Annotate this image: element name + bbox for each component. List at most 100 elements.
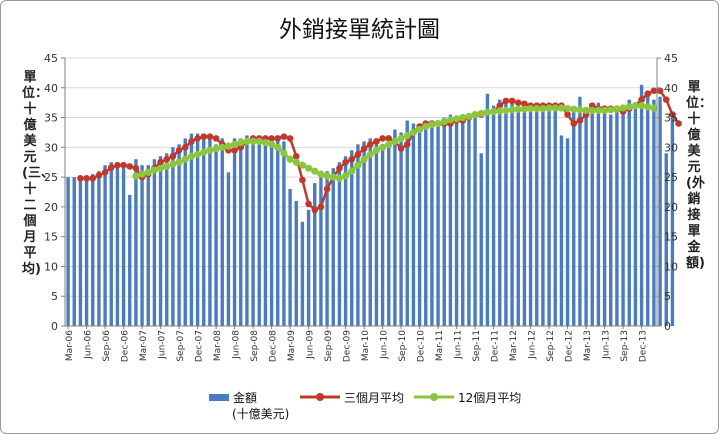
point [157,158,164,166]
point [471,110,479,119]
point [613,105,621,113]
point [280,133,288,140]
bar [343,156,348,326]
point [83,175,90,182]
bar [232,138,237,326]
x-tick-label: Jun-08 [232,330,242,360]
bar [633,102,638,327]
bar [226,172,231,326]
point [650,87,658,95]
bar [195,133,200,326]
bar [584,111,588,326]
point [231,147,238,154]
point [373,138,380,145]
bar [572,108,576,326]
x-tick-label: Sep-07 [176,330,186,362]
point [224,142,233,150]
y-tick-label: 0 [664,320,671,333]
point [335,174,344,182]
point [156,164,165,172]
point [637,102,646,110]
bar [528,105,533,327]
x-tick-label: Mar-10 [361,330,371,361]
point [150,166,159,174]
bar [442,117,446,326]
x-tick-label: Sep-10 [398,330,408,362]
point [317,203,325,211]
bar [510,102,514,327]
bar [467,117,471,326]
point [230,140,239,148]
point [508,97,516,105]
point [342,158,349,166]
point [372,146,381,154]
legend-bar-label: 金額 [233,391,258,405]
bar [522,105,527,327]
legend-avg12-marker [430,393,438,401]
point [354,161,362,169]
y-axis-label-right: 單位：十億美元(外銷接單金額) [686,80,713,271]
point [397,134,405,142]
x-tick-label: Sep-11 [472,330,482,362]
bar [535,105,539,327]
point [526,105,535,113]
point [428,121,436,129]
bar [393,129,397,326]
point [292,158,300,166]
bar [263,141,268,326]
y-tick-label: 20 [44,201,58,214]
x-tick-label: Sep-13 [620,330,630,362]
x-tick-label: Jun-06 [84,330,94,360]
bar [670,114,675,326]
y-tick-label: 35 [44,112,58,125]
point [187,152,196,160]
bar [183,138,187,326]
point [163,155,171,163]
bar [374,138,379,326]
bar [66,177,70,326]
bar [399,132,403,326]
legend-avg3-marker [316,393,324,401]
point [169,152,177,160]
axes [64,58,658,327]
bar [202,138,206,326]
y-tick-label: 5 [51,290,58,303]
point [650,104,658,112]
bar [134,159,138,326]
chart-title: 外銷接單統計圖 [279,17,440,43]
bar [609,114,613,326]
bar [257,138,261,326]
point [391,137,399,145]
point [564,111,571,118]
point [304,164,313,172]
point [545,104,553,112]
bar [411,123,416,326]
point [557,104,566,112]
point [218,143,226,151]
x-tick-label: Dec-08 [269,330,279,362]
point [243,137,251,145]
y-tick-label: 30 [664,141,678,154]
bar [485,93,490,326]
point [440,118,448,126]
point [502,97,510,105]
point [385,135,393,142]
x-tick-label: Dec-10 [417,330,427,362]
bar [565,138,570,326]
point [286,135,294,142]
point [409,128,418,137]
point [669,111,676,118]
point [89,175,97,182]
point [169,160,177,168]
point [188,138,195,145]
x-tick-label: Sep-08 [250,330,260,362]
bar [103,165,107,326]
bar [356,144,360,326]
bar [319,177,323,326]
legend-avg12-label: 12個月平均 [458,391,522,405]
bar [165,153,169,326]
point [292,152,300,160]
bar [639,84,644,326]
point [286,155,294,163]
bar [214,144,218,326]
